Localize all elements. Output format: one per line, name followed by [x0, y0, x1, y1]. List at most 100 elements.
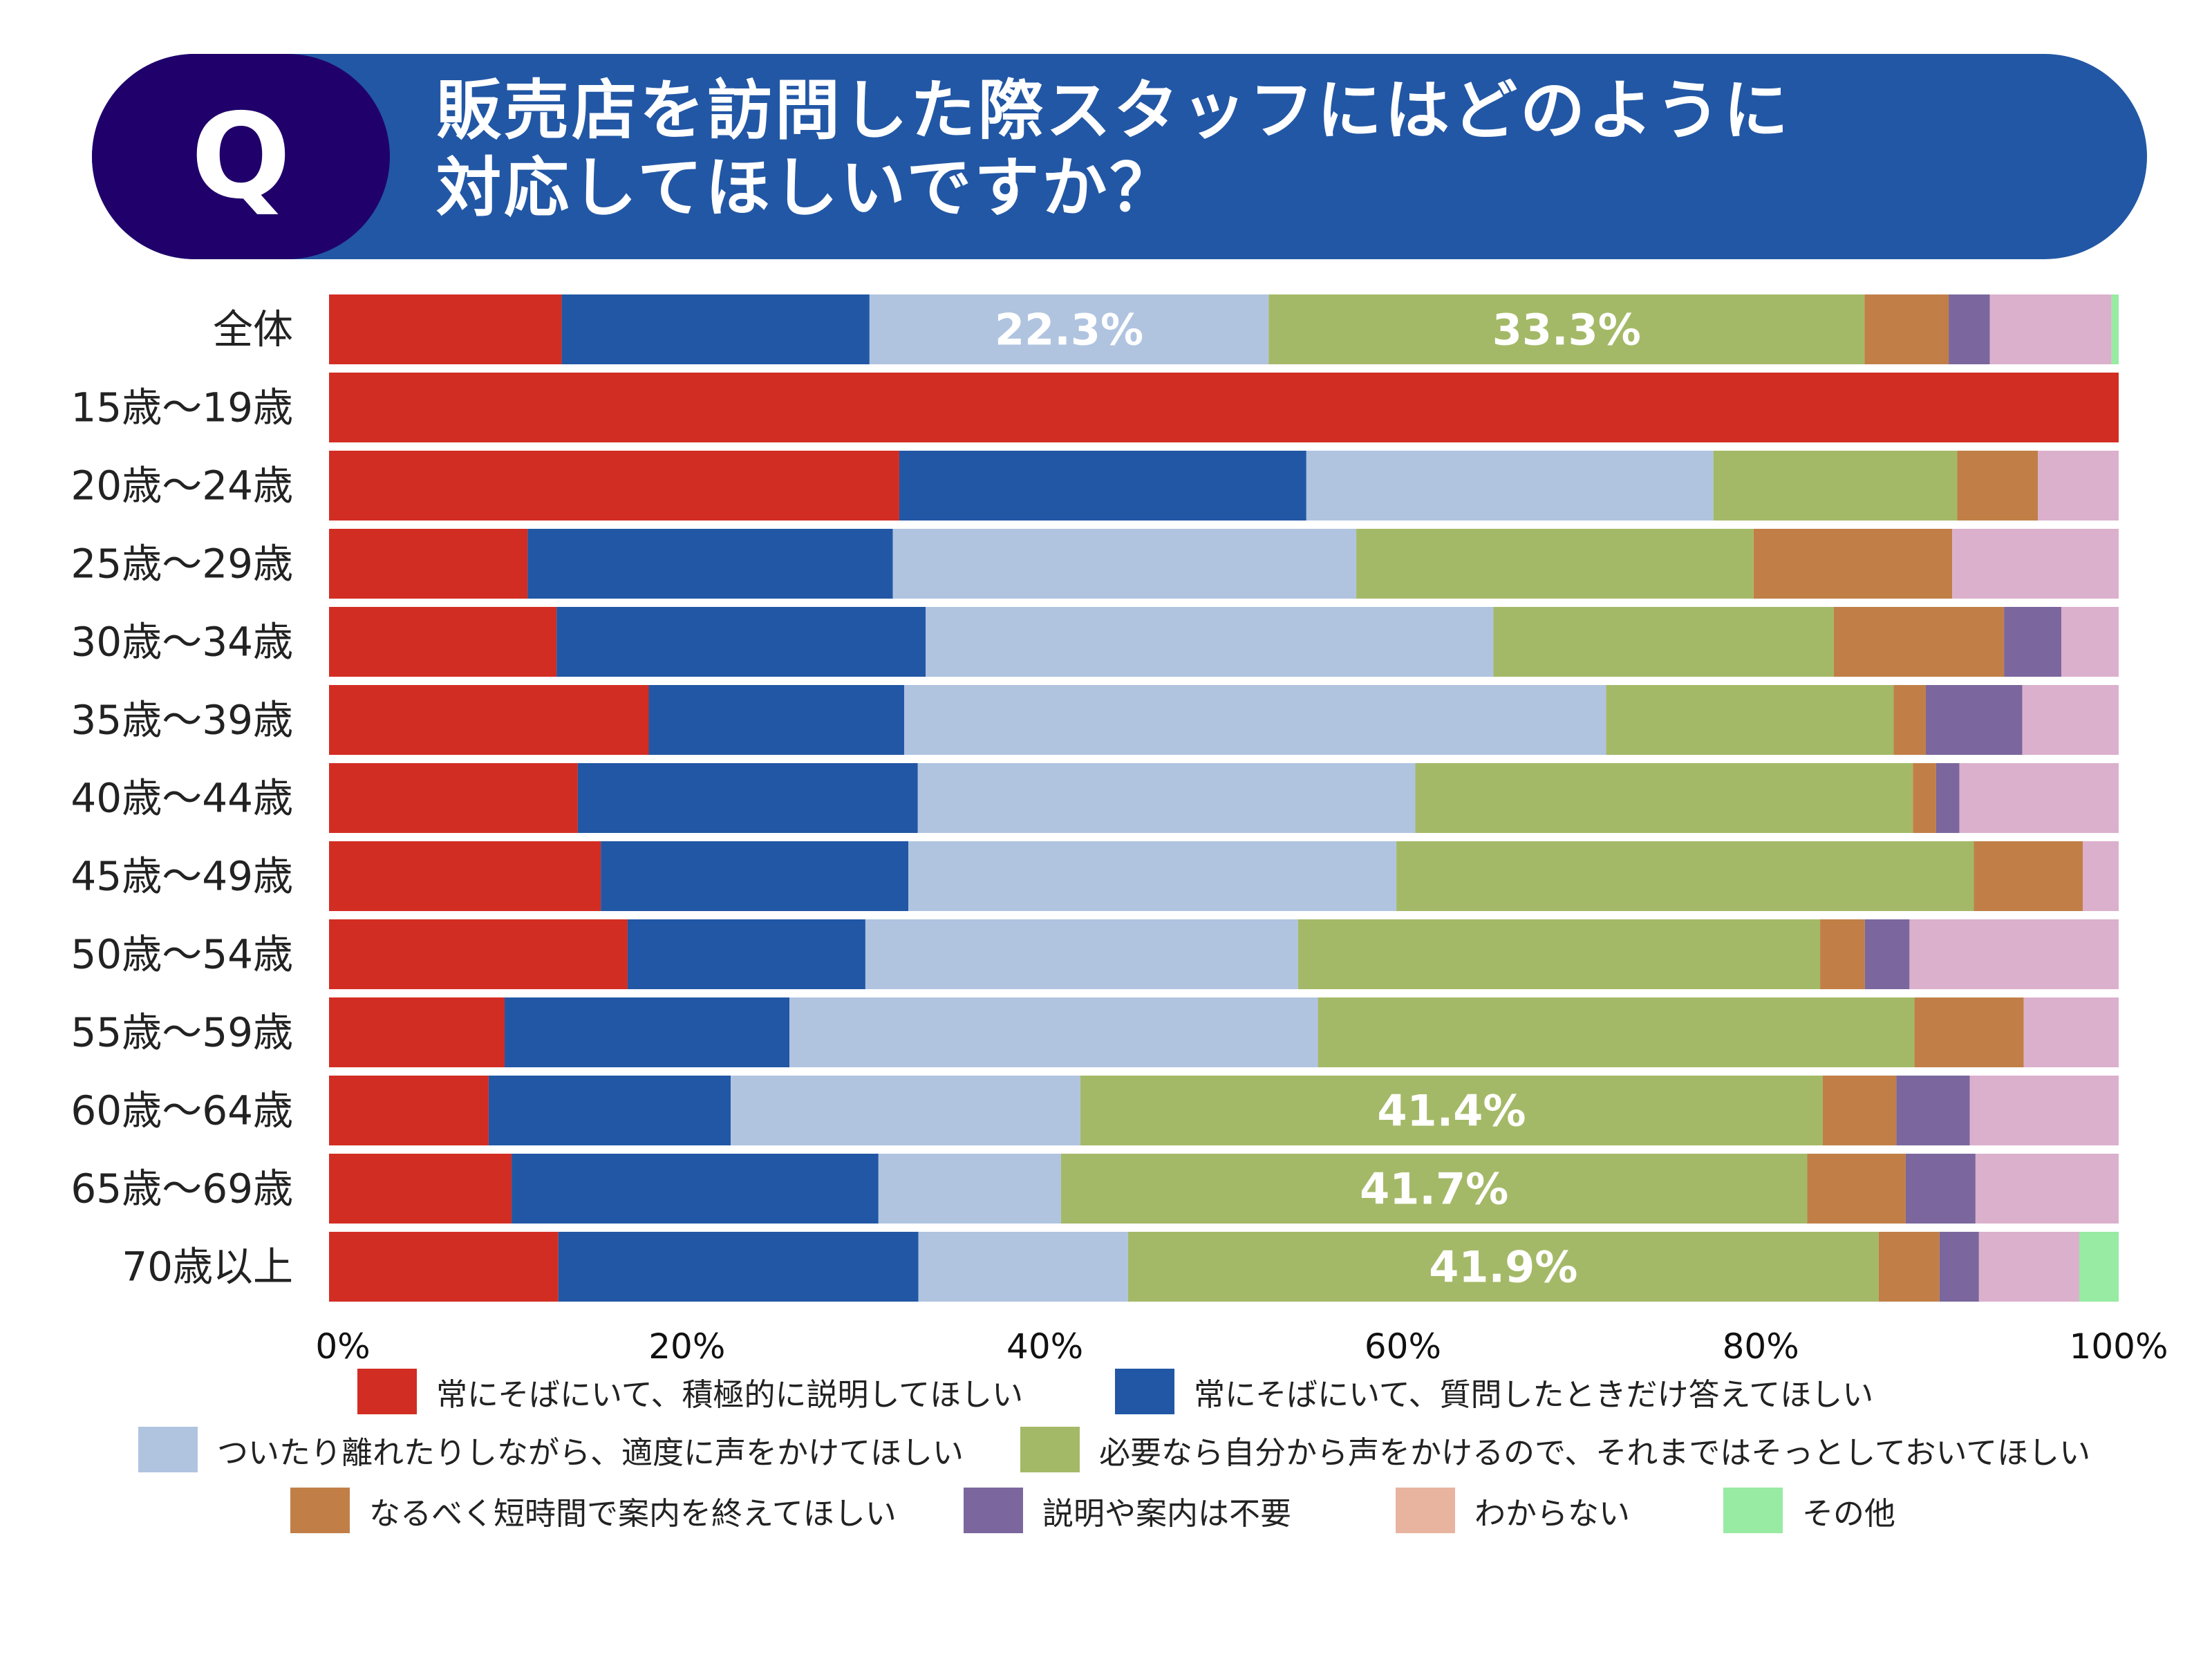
bar-segment: [1606, 685, 1894, 755]
bar-segment: [731, 1076, 1080, 1145]
title-line-1: 販売店を訪問した際スタッフにはどのように: [436, 73, 1792, 149]
category-label: 15歳～19歳: [71, 384, 293, 431]
legend-label: 常にそばにいて、質問したときだけ答えてほしい: [1194, 1376, 1874, 1413]
bar-segment: [648, 685, 904, 755]
bar-segment: [1957, 451, 2038, 521]
bar-segment: [329, 451, 899, 521]
category-label: 55歳～59歳: [71, 1009, 293, 1056]
x-tick-label: 40%: [1006, 1327, 1083, 1367]
bar-segment: [1959, 763, 2119, 833]
legend-label: ついたり離れたりしながら、適度に声をかけてほしい: [217, 1434, 964, 1471]
category-label: 35歳～39歳: [71, 697, 293, 744]
legend-swatch: [357, 1369, 417, 1414]
legend-item: 説明や案内は不要: [964, 1488, 1291, 1533]
bar-segment: [504, 997, 790, 1067]
title-line-2: 対応してほしいですか？: [436, 151, 1178, 226]
bar-segment: [899, 451, 1306, 521]
category-label: 65歳～69歳: [71, 1165, 293, 1212]
bar-segment: [878, 1154, 1061, 1224]
bar-segment: [1925, 685, 2023, 755]
bar-segment: [329, 997, 505, 1067]
category-label: 45歳～49歳: [71, 853, 293, 900]
stacked-bar-chart: 全体 15歳～19歳 20歳～24歳 25歳～29歳 30歳～34歳 35歳～39歳 40歳…: [71, 294, 2168, 1367]
bar-segment: [1949, 294, 1990, 364]
bar-segment: [908, 841, 1397, 911]
bar-segment: [2038, 451, 2119, 521]
legend-label: 必要なら自分から声をかけるので、それまではそっとしておいてほしい: [1099, 1434, 2091, 1471]
bar-segment: [2004, 607, 2062, 677]
bar-segment: [926, 607, 1494, 677]
title-banner: [92, 54, 2147, 259]
bar-segment: [1493, 607, 1834, 677]
bar-segment: [329, 1076, 489, 1145]
legend-swatch: [1115, 1369, 1174, 1414]
bar-segment: [329, 529, 528, 599]
bar-segment: [1713, 451, 1958, 521]
legend-swatch: [1020, 1427, 1080, 1472]
bar-segment: [329, 841, 601, 911]
legend-item: 常にそばにいて、質問したときだけ答えてほしい: [1115, 1369, 1873, 1414]
bar-segment: [1914, 997, 2024, 1067]
category-label: 40歳～44歳: [71, 775, 293, 822]
bar-segment: [2111, 294, 2119, 364]
legend-label: なるべく短時間で案内を終えてほしい: [369, 1494, 897, 1532]
bar-segment: [1127, 1232, 1879, 1302]
legend-swatch: [138, 1427, 198, 1472]
legend-swatch: [290, 1488, 350, 1533]
bar-segment: [512, 1154, 879, 1224]
bar-segment: [2061, 607, 2119, 677]
bar-segment: [558, 1232, 919, 1302]
x-tick-label: 20%: [648, 1327, 725, 1367]
bar-segment: [865, 919, 1298, 989]
bar-segment: [1753, 529, 1953, 599]
bar-segment: [1356, 529, 1754, 599]
legend-label: わからない: [1474, 1494, 1631, 1532]
bar-segment: [329, 685, 649, 755]
bar-segment: [2083, 841, 2119, 911]
bar-segment: [1878, 1232, 1940, 1302]
data-label: 33.3%: [1492, 305, 1641, 355]
bar-segment: [1975, 1154, 2119, 1224]
bar-segment: [329, 763, 578, 833]
bar-segment: [329, 919, 628, 989]
legend-item: 必要なら自分から声をかけるので、それまではそっとしておいてほしい: [1020, 1427, 2090, 1472]
bar-segment: [329, 294, 562, 364]
legend-item: その他: [1723, 1488, 1895, 1533]
bar-segment: [1306, 451, 1714, 521]
legend-item: なるべく短時間で案内を終えてほしい: [290, 1488, 897, 1533]
bar-segment: [527, 529, 893, 599]
bar-segment: [561, 294, 870, 364]
bar-segment: [1060, 1154, 1808, 1224]
legend-item: 常にそばにいて、積極的に説明してほしい: [357, 1369, 1023, 1414]
category-label: 70歳以上: [122, 1244, 293, 1291]
bar-segment: [869, 294, 1269, 364]
legend-swatch: [964, 1488, 1023, 1533]
category-label: 20歳～24歳: [71, 462, 293, 509]
bar-segment: [917, 763, 1416, 833]
bar-segment: [2079, 1232, 2119, 1302]
bar-segment: [1080, 1076, 1823, 1145]
bar-segment: [2023, 997, 2119, 1067]
data-label: 41.9%: [1429, 1242, 1577, 1293]
bar-segment: [329, 373, 2119, 442]
q-badge: Q: [92, 54, 390, 259]
data-label: 22.3%: [995, 305, 1143, 355]
bar-segment: [1936, 763, 1960, 833]
legend-item: わからない: [1396, 1488, 1630, 1533]
bar-segment: [329, 1232, 559, 1302]
legend-swatch: [1396, 1488, 1455, 1533]
bar-segment: [329, 607, 557, 677]
bar-segment: [1822, 1076, 1897, 1145]
x-tick-label: 80%: [1723, 1327, 1799, 1367]
bar-segment: [1820, 919, 1865, 989]
bar-segment: [1318, 997, 1915, 1067]
data-label: 41.7%: [1360, 1164, 1508, 1215]
category-label: 50歳～54歳: [71, 931, 293, 978]
bar-segment: [1905, 1154, 1976, 1224]
bar-segment: [1939, 1232, 1979, 1302]
bar-segment: [892, 529, 1357, 599]
category-label: 30歳～34歳: [71, 619, 293, 666]
x-tick-label: 100%: [2070, 1327, 2168, 1367]
bar-segment: [918, 1232, 1128, 1302]
chart-title: 販売店を訪問した際スタッフにはどのように 対応してほしいですか？: [436, 73, 1791, 227]
